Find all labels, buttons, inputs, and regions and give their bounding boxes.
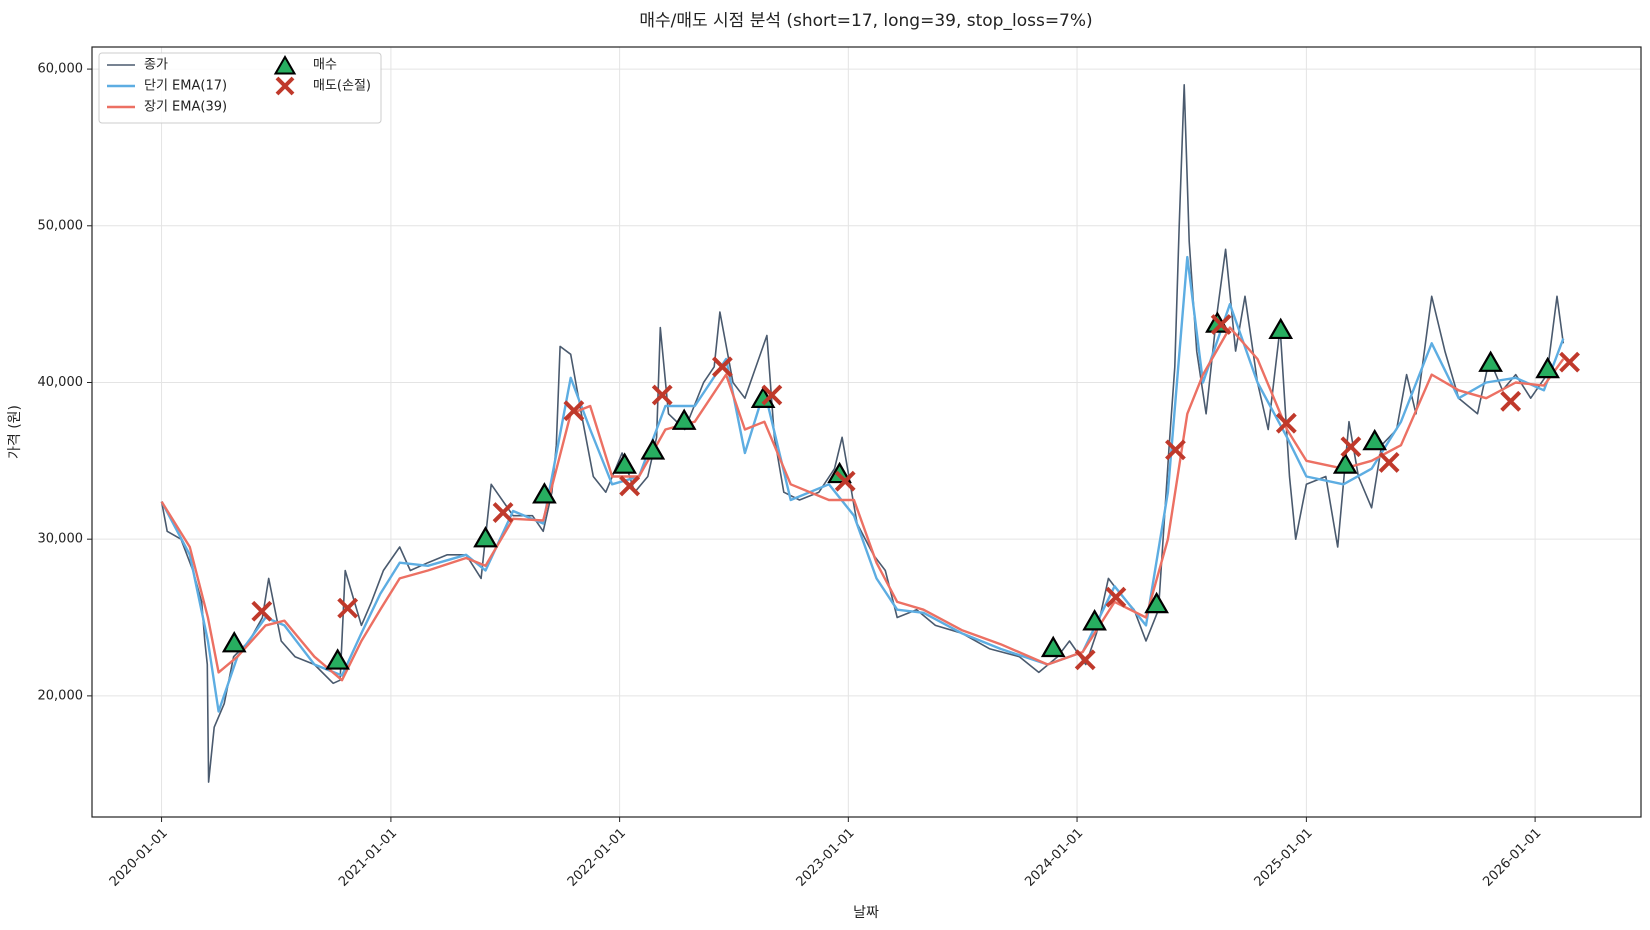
buy-marker bbox=[640, 438, 666, 460]
buy-marker bbox=[1082, 609, 1107, 631]
chart-title: 매수/매도 시점 분석 (short=17, long=39, stop_los… bbox=[639, 11, 1092, 31]
sell-marker bbox=[251, 600, 273, 622]
sell-marker bbox=[711, 356, 733, 378]
legend-label: 종가 bbox=[144, 58, 168, 73]
y-tick-label: 20,000 bbox=[38, 688, 84, 703]
sell-marker bbox=[1105, 586, 1127, 608]
legend-swatch bbox=[275, 76, 295, 96]
buy-marker bbox=[1362, 428, 1388, 451]
sell-marker bbox=[1165, 439, 1186, 461]
legend-label: 장기 EMA(39) bbox=[144, 100, 227, 115]
series-line bbox=[160, 84, 1565, 783]
y-tick-label: 40,000 bbox=[38, 375, 84, 390]
buy-marker bbox=[221, 630, 247, 653]
sell-marker bbox=[1275, 412, 1297, 434]
sell-marker bbox=[1559, 351, 1580, 373]
y-axis-label: 가격 (원) bbox=[7, 405, 23, 459]
sell-marker bbox=[563, 400, 585, 422]
buy-marker bbox=[473, 525, 498, 548]
legend-label: 단기 EMA(17) bbox=[144, 79, 227, 94]
legend-swatch bbox=[273, 54, 297, 75]
buy-marker bbox=[612, 452, 637, 474]
y-tick-label: 30,000 bbox=[38, 532, 84, 547]
sell-marker bbox=[651, 384, 673, 406]
legend-label: 매수 bbox=[313, 58, 337, 73]
buy-marker bbox=[1332, 452, 1358, 474]
buy-marker bbox=[1144, 591, 1169, 614]
sell-marker bbox=[1074, 649, 1096, 671]
legend-label: 매도(손절) bbox=[313, 79, 371, 94]
series-line bbox=[160, 326, 1565, 682]
sell-marker bbox=[1500, 390, 1522, 412]
y-tick-label: 50,000 bbox=[38, 218, 84, 233]
x-axis-label: 날짜 bbox=[853, 905, 879, 921]
buy-marker bbox=[1268, 317, 1294, 340]
buy-marker bbox=[1040, 635, 1066, 658]
sell-marker bbox=[1378, 451, 1400, 473]
buy-marker bbox=[1478, 350, 1503, 372]
buy-marker bbox=[325, 648, 350, 670]
legend-box bbox=[98, 52, 382, 124]
sell-marker bbox=[492, 502, 514, 523]
sell-marker bbox=[1210, 314, 1232, 335]
sell-marker bbox=[337, 597, 359, 619]
sell-marker bbox=[619, 475, 641, 497]
plot-frame bbox=[91, 46, 1642, 818]
sell-marker bbox=[761, 384, 783, 406]
sell-marker bbox=[834, 470, 856, 492]
buy-marker bbox=[671, 408, 697, 430]
sell-marker bbox=[1340, 436, 1362, 458]
buy-marker bbox=[1535, 356, 1560, 379]
y-tick-label: 60,000 bbox=[38, 62, 84, 77]
buy-marker bbox=[532, 482, 557, 504]
